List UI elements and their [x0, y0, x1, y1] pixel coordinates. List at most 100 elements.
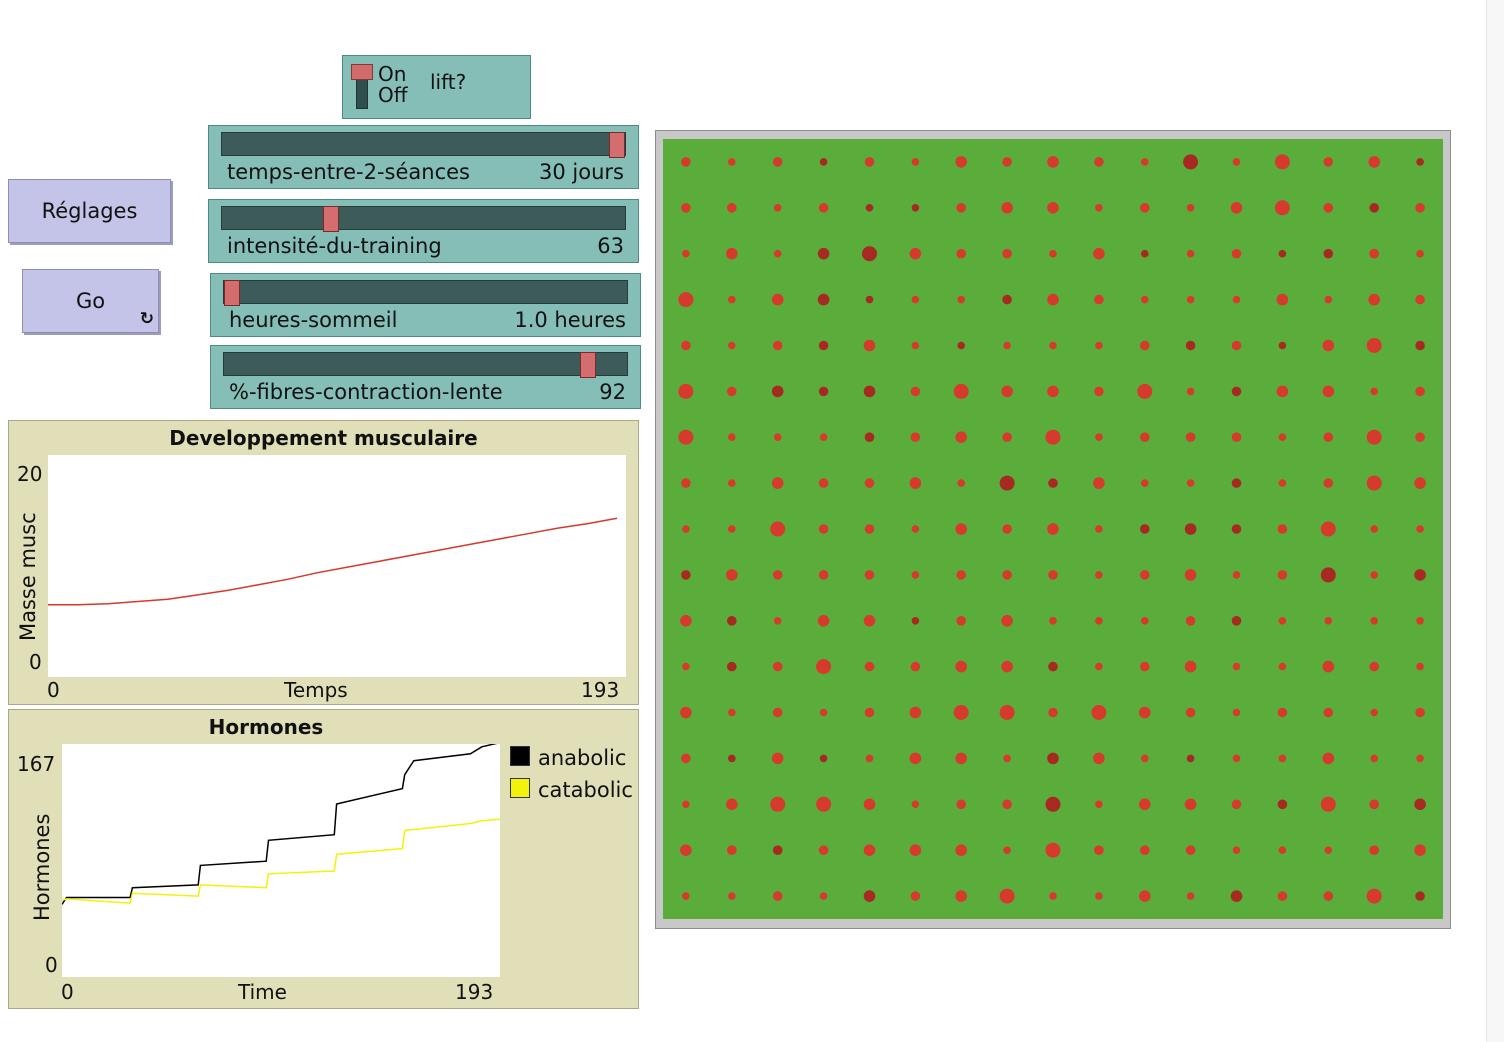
- lift-switch[interactable]: On Off lift?: [342, 55, 531, 119]
- muscle-fiber: [955, 752, 967, 765]
- muscle-fiber: [772, 570, 783, 580]
- muscle-fiber: [957, 295, 965, 304]
- slider-track[interactable]: [223, 352, 628, 378]
- muscle-fiber: [1274, 200, 1290, 216]
- muscle-fiber: [911, 617, 920, 625]
- slider-track[interactable]: [223, 280, 628, 306]
- muscle-fiber: [1323, 203, 1334, 213]
- muscle-fiber: [956, 570, 966, 580]
- slider-intensite-training[interactable]: intensité-du-training 63: [208, 199, 639, 263]
- muscle-fiber: [818, 524, 829, 534]
- slider-track[interactable]: [221, 206, 626, 232]
- muscle-fiber: [910, 661, 921, 672]
- muscle-fiber: [1186, 387, 1195, 396]
- muscle-fiber: [1231, 799, 1242, 810]
- x-min-label: 0: [47, 678, 60, 702]
- muscle-fiber: [680, 615, 692, 627]
- muscle-fiber: [681, 340, 691, 351]
- muscle-fiber: [1049, 617, 1057, 625]
- muscle-fiber: [1278, 617, 1287, 625]
- muscle-fiber: [819, 708, 828, 717]
- muscle-fiber: [1320, 521, 1336, 537]
- muscle-fiber: [1231, 478, 1242, 488]
- slider-thumb[interactable]: [224, 280, 240, 306]
- muscle-fiber: [1366, 429, 1382, 445]
- x-max-label: 193: [455, 980, 494, 1004]
- muscle-fiber: [1415, 891, 1425, 901]
- muscle-fiber: [1095, 204, 1103, 212]
- slider-fibres-contraction-lente[interactable]: %-fibres-contraction-lente 92: [210, 345, 641, 409]
- muscle-fiber: [1137, 383, 1153, 399]
- muscle-fiber: [1095, 617, 1103, 625]
- slider-thumb[interactable]: [322, 206, 339, 232]
- muscle-fiber: [999, 888, 1015, 904]
- x-max-label: 193: [581, 678, 620, 702]
- world-patches[interactable]: [663, 139, 1443, 919]
- muscle-fiber-grid: [678, 154, 1426, 904]
- slider-value: 63: [597, 234, 624, 258]
- muscle-fiber: [1370, 754, 1378, 763]
- muscle-fiber: [862, 246, 877, 262]
- vertical-scrollbar[interactable]: [1486, 0, 1504, 1042]
- hormones-plot: Hormones 167 0 Hormones 0 Time 193 anabo…: [8, 709, 639, 1009]
- muscle-fiber: [1370, 387, 1378, 396]
- muscle-fiber: [1415, 340, 1425, 351]
- muscle-fiber: [728, 525, 736, 533]
- muscle-fiber: [864, 524, 875, 534]
- slider-temps-entre-seances[interactable]: temps-entre-2-séances 30 jours: [208, 125, 639, 189]
- muscle-fiber: [1047, 293, 1059, 306]
- world-view[interactable]: [655, 130, 1451, 929]
- y-axis-label: Masse musc: [16, 512, 40, 641]
- muscle-development-plot: Developpement musculaire 20 0 Masse musc…: [8, 420, 639, 705]
- muscle-fiber: [681, 478, 691, 488]
- muscle-fiber: [1416, 617, 1424, 625]
- switch-toggle-icon[interactable]: [351, 64, 373, 110]
- muscle-fiber: [1232, 662, 1241, 671]
- x-min-label: 0: [61, 980, 74, 1004]
- muscle-fiber: [773, 433, 782, 442]
- muscle-fiber: [1093, 752, 1105, 765]
- slider-thumb[interactable]: [609, 132, 625, 158]
- muscle-fiber: [1140, 203, 1150, 213]
- muscle-fiber: [1002, 799, 1012, 810]
- muscle-fiber: [1183, 154, 1199, 170]
- muscle-fiber: [770, 521, 786, 537]
- muscle-fiber: [1049, 892, 1057, 900]
- muscle-fiber: [955, 523, 967, 535]
- muscle-fiber: [863, 798, 876, 811]
- muscle-fiber: [1048, 707, 1058, 718]
- muscle-fiber: [955, 660, 967, 673]
- muscle-fiber: [773, 204, 782, 212]
- muscle-fiber: [771, 293, 784, 306]
- slider-label: heures-sommeil: [229, 308, 398, 332]
- muscle-fiber: [1415, 707, 1425, 718]
- muscle-fiber: [1414, 477, 1426, 489]
- setup-button[interactable]: Réglages: [8, 179, 171, 243]
- muscle-fiber: [1002, 157, 1012, 167]
- muscle-fiber: [953, 705, 969, 720]
- muscle-fiber: [1369, 845, 1379, 855]
- slider-heures-sommeil[interactable]: heures-sommeil 1.0 heures: [210, 273, 641, 337]
- plot-area: [61, 741, 501, 977]
- muscle-fiber: [909, 752, 922, 765]
- slider-thumb[interactable]: [580, 352, 597, 378]
- muscle-fiber: [1001, 660, 1013, 673]
- muscle-fiber: [864, 570, 875, 580]
- plot-title: Developpement musculaire: [169, 426, 478, 450]
- slider-track[interactable]: [221, 132, 626, 158]
- muscle-fiber: [1094, 845, 1104, 855]
- muscle-fiber: [1323, 707, 1334, 718]
- muscle-fiber: [678, 383, 694, 399]
- muscle-fiber: [910, 891, 921, 901]
- muscle-fiber: [1048, 570, 1058, 580]
- go-button[interactable]: Go ↻: [22, 269, 159, 333]
- muscle-fiber: [818, 845, 829, 855]
- muscle-fiber: [772, 661, 783, 672]
- muscle-fiber: [1094, 157, 1104, 167]
- muscle-fiber: [1320, 796, 1336, 812]
- muscle-fiber: [1141, 754, 1149, 763]
- muscle-fiber: [865, 295, 874, 304]
- muscle-fiber: [1139, 798, 1151, 811]
- y-min-label: 0: [45, 953, 58, 977]
- muscle-fiber: [1095, 433, 1103, 442]
